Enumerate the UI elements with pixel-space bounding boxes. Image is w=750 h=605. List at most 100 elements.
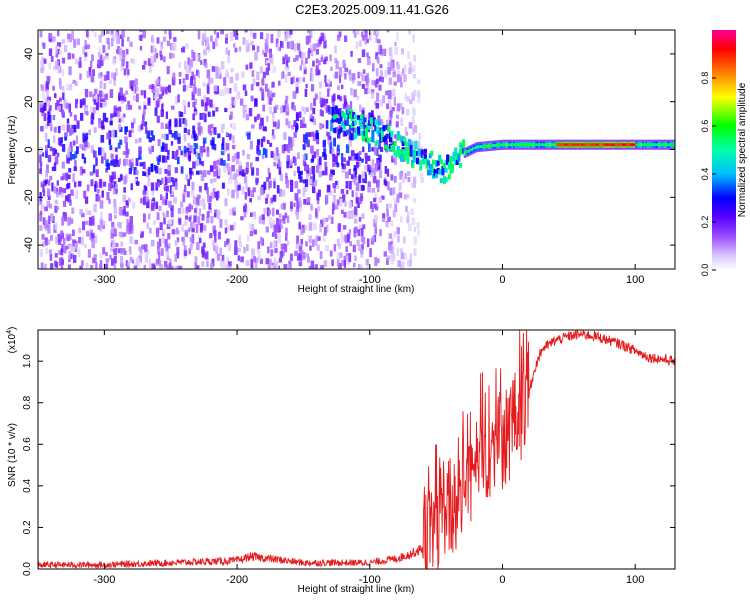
spectrogram-cell xyxy=(61,144,66,152)
spectrogram-cell xyxy=(400,137,404,143)
spectrogram-cell xyxy=(206,69,211,79)
spectrogram-cell xyxy=(403,64,407,73)
spectrogram-cell xyxy=(293,105,296,112)
spectrogram-cell xyxy=(66,235,70,242)
spectrogram-cell xyxy=(389,90,393,100)
spectrogram-cell xyxy=(225,33,228,40)
spectrogram-cell xyxy=(397,65,400,75)
colorbar-tick-label: 0.2 xyxy=(700,216,710,229)
spectrogram-cell xyxy=(232,207,236,216)
spectrogram-cell xyxy=(101,120,105,129)
spectrogram-cell xyxy=(214,191,218,198)
spectrogram-cell xyxy=(312,174,316,183)
spectrogram-cell xyxy=(293,170,296,177)
spectrogram-cell xyxy=(319,265,323,269)
spectrogram-cell xyxy=(105,168,108,173)
spectrogram-cell xyxy=(60,232,65,239)
colorbar-gradient xyxy=(712,30,736,270)
spectrogram-cell xyxy=(276,153,281,162)
spectrogram-cell xyxy=(297,152,300,159)
spectrogram-cell xyxy=(350,150,355,157)
spectrogram-cell xyxy=(91,215,95,225)
spectrogram-cell xyxy=(331,147,335,157)
spectrogram-cell xyxy=(103,152,107,161)
spectrogram-cell xyxy=(447,174,451,180)
spectrogram-cell xyxy=(187,57,190,65)
spectrogram-cell xyxy=(384,135,388,141)
spectrogram-cell xyxy=(441,167,445,173)
spectrogram-cell xyxy=(311,166,315,175)
spectrogram-cell xyxy=(119,87,123,96)
spectrogram-cell xyxy=(309,236,313,245)
spectrogram-cell xyxy=(412,127,415,135)
spectrogram-cell xyxy=(673,143,675,147)
spectrogram-cell xyxy=(401,136,405,143)
spectrogram-cell xyxy=(272,121,277,127)
spectrogram-cell xyxy=(82,46,86,55)
spectrogram-cell xyxy=(81,236,84,246)
spectrogram-cell xyxy=(249,223,252,231)
spectrogram-cell xyxy=(339,252,343,258)
spectrogram-cell xyxy=(458,142,462,148)
spectrogram-cell xyxy=(171,229,176,235)
spectrogram-cell xyxy=(134,78,139,86)
spectrogram-cell xyxy=(506,143,509,147)
spectrogram-cell xyxy=(288,262,292,269)
spectrogram-cell xyxy=(192,74,196,82)
spectrogram-cell xyxy=(108,213,113,222)
spectrogram-cell xyxy=(285,227,288,237)
spectrogram-cell xyxy=(274,233,278,240)
spectrogram-cell xyxy=(229,208,233,216)
spectrogram-cell xyxy=(213,170,217,177)
spectrogram-cell xyxy=(209,170,213,176)
spectrogram-cell xyxy=(151,202,155,211)
spectrogram-y-label: Frequency (Hz) xyxy=(7,116,18,185)
spectrogram-cell xyxy=(54,156,59,165)
spectrogram-cell xyxy=(57,30,60,37)
spectrogram-cell xyxy=(74,181,77,188)
spectrogram-cell xyxy=(333,186,336,194)
spectrogram-cell xyxy=(128,159,132,167)
spectrogram-cell xyxy=(383,251,387,257)
spectrogram-cell xyxy=(315,165,320,173)
spectrogram-cell xyxy=(135,257,140,267)
spectrogram-cell xyxy=(123,68,127,76)
spectrogram-cell xyxy=(318,156,322,166)
spectrogram-cell xyxy=(231,144,236,150)
spectrogram-cell xyxy=(234,186,239,193)
spectrogram-cell xyxy=(285,179,289,189)
spectrogram-cell xyxy=(66,182,71,189)
spectrogram-cell xyxy=(478,145,481,149)
spectrogram-cell xyxy=(43,263,47,269)
spectrogram-cell xyxy=(410,140,413,146)
spectrogram-cell xyxy=(39,161,43,167)
spectrogram-cell xyxy=(90,60,93,69)
spectrogram-cell xyxy=(634,143,637,147)
spectrogram-cell xyxy=(371,235,375,242)
spectrogram-cell xyxy=(231,174,235,180)
spectrogram-cell xyxy=(400,48,405,55)
spectrogram-cell xyxy=(331,169,335,176)
spectrogram-cell xyxy=(192,125,196,135)
spectrogram-cell xyxy=(359,72,363,77)
spectrogram-cell xyxy=(271,232,275,237)
spectrogram-cell xyxy=(413,179,417,189)
spectrogram-cell xyxy=(422,159,426,165)
spectrogram-cell xyxy=(449,168,453,174)
spectrogram-cell xyxy=(313,118,317,126)
spectrogram-cell xyxy=(319,109,323,116)
spectrogram-cell xyxy=(567,143,570,147)
spectrogram-cell xyxy=(425,163,429,169)
spectrogram-cell xyxy=(221,123,225,130)
spectrogram-cell xyxy=(316,137,320,145)
spectrogram-cell xyxy=(413,124,418,133)
spectrogram-cell xyxy=(383,48,387,56)
spectrogram-cell xyxy=(170,177,174,182)
spectrogram-cell xyxy=(104,117,109,123)
spectrogram-cell xyxy=(92,164,96,174)
spectrogram-cell xyxy=(632,143,635,147)
spectrogram-cell xyxy=(398,187,401,196)
spectrogram-cell xyxy=(591,143,594,147)
spectrogram-cell xyxy=(245,244,249,252)
spectrogram-cell xyxy=(272,113,275,123)
